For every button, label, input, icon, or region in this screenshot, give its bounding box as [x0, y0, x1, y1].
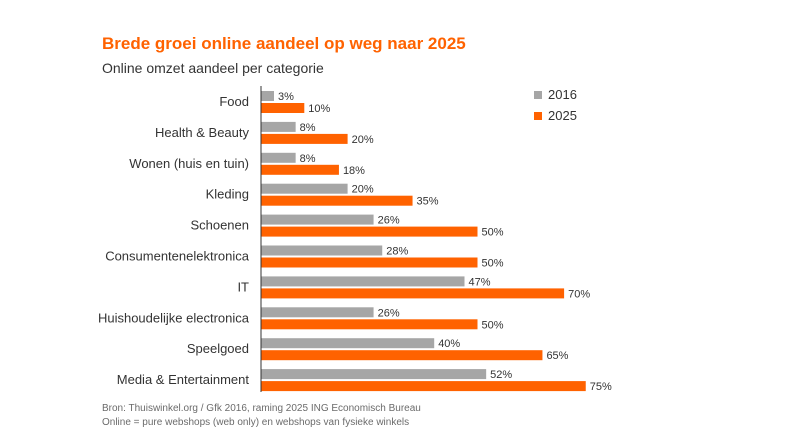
data-label-2025-kleding: 35%: [417, 196, 439, 208]
bar-2016-huishoudelijke-electronica: [261, 307, 374, 318]
category-label-speelgoed: Speelgoed: [187, 341, 249, 356]
data-label-2016-schoenen: 26%: [378, 215, 400, 227]
bar-2016-schoenen: [261, 214, 374, 225]
data-label-2025-consumentenelektronica: 50%: [482, 258, 504, 270]
category-label-schoenen: Schoenen: [190, 218, 249, 233]
bar-2016-wonen-huis-en-tuin: [261, 152, 296, 163]
bar-chart: Food 3% 10% Health & Beauty 8% 20% Wonen (huis…: [98, 86, 612, 393]
bar-2016-media-entertainment: [261, 369, 487, 380]
chart-subtitle: Online omzet aandeel per categorie: [102, 60, 324, 76]
data-label-2025-health-beauty: 20%: [352, 134, 374, 146]
source-note: Bron: Thuiswinkel.org / Gfk 2016, raming…: [102, 402, 421, 430]
bar-2025-media-entertainment: [261, 381, 586, 392]
bar-2025-wonen-huis-en-tuin: [261, 164, 339, 175]
data-label-2025-food: 10%: [308, 103, 330, 115]
bar-2025-it: [261, 288, 565, 299]
legend-swatch-2016: [534, 91, 542, 99]
data-label-2016-huishoudelijke-electronica: 26%: [378, 307, 400, 319]
category-label-it: IT: [237, 279, 249, 294]
category-label-media-entertainment: Media & Entertainment: [117, 372, 250, 387]
chart-title: Brede groei online aandeel op weg naar 2…: [102, 34, 466, 53]
data-label-2016-speelgoed: 40%: [438, 338, 460, 350]
legend-label-2025: 2025: [548, 108, 577, 123]
category-label-kleding: Kleding: [206, 187, 249, 202]
data-label-2016-media-entertainment: 52%: [490, 369, 512, 381]
data-label-2016-food: 3%: [278, 91, 294, 103]
bar-2025-food: [261, 103, 305, 113]
category-label-health-beauty: Health & Beauty: [155, 125, 249, 140]
category-label-food: Food: [219, 94, 249, 109]
source-line-2: Online = pure webshops (web only) en web…: [102, 417, 410, 428]
bar-2016-consumentenelektronica: [261, 245, 383, 256]
data-label-2025-wonen-huis-en-tuin: 18%: [343, 165, 365, 177]
data-label-2025-it: 70%: [568, 288, 590, 300]
data-label-2016-wonen-huis-en-tuin: 8%: [300, 153, 316, 165]
data-label-2016-health-beauty: 8%: [300, 122, 316, 134]
data-label-2025-speelgoed: 65%: [546, 350, 568, 362]
bar-2016-it: [261, 276, 465, 287]
category-label-wonen-huis-en-tuin: Wonen (huis en tuin): [129, 156, 249, 171]
bar-2025-consumentenelektronica: [261, 257, 478, 268]
data-label-2016-it: 47%: [469, 276, 491, 288]
data-label-2016-kleding: 20%: [352, 184, 374, 196]
bar-2016-food: [261, 91, 274, 101]
data-label-2025-schoenen: 50%: [482, 227, 504, 239]
bar-2025-kleding: [261, 195, 413, 206]
bar-2016-speelgoed: [261, 338, 435, 349]
bar-2016-kleding: [261, 183, 348, 194]
data-label-2025-media-entertainment: 75%: [590, 381, 612, 393]
legend-swatch-2025: [534, 112, 542, 120]
source-line-1: Bron: Thuiswinkel.org / Gfk 2016, raming…: [102, 403, 421, 414]
data-label-2025-huishoudelijke-electronica: 50%: [482, 319, 504, 331]
bar-2025-schoenen: [261, 226, 478, 237]
bar-2016-health-beauty: [261, 121, 296, 132]
category-label-consumentenelektronica: Consumentenelektronica: [105, 249, 250, 264]
bar-2025-speelgoed: [261, 350, 543, 361]
bar-2025-health-beauty: [261, 133, 348, 144]
data-label-2016-consumentenelektronica: 28%: [386, 246, 408, 258]
legend-label-2016: 2016: [548, 87, 577, 102]
category-label-huishoudelijke-electronica: Huishoudelijke electronica: [98, 310, 250, 325]
bar-2025-huishoudelijke-electronica: [261, 319, 478, 330]
